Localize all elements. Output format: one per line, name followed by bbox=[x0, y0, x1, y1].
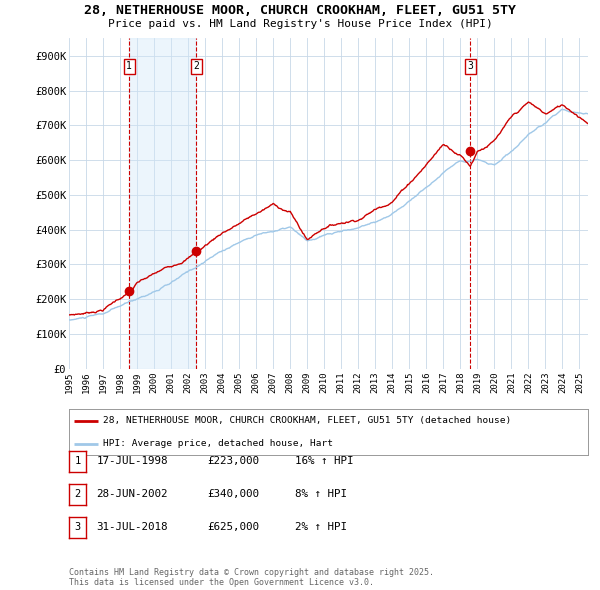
Text: 2% ↑ HPI: 2% ↑ HPI bbox=[295, 523, 347, 532]
Text: 16% ↑ HPI: 16% ↑ HPI bbox=[295, 457, 353, 466]
Text: 28-JUN-2002: 28-JUN-2002 bbox=[97, 490, 168, 499]
Text: 28, NETHERHOUSE MOOR, CHURCH CROOKHAM, FLEET, GU51 5TY: 28, NETHERHOUSE MOOR, CHURCH CROOKHAM, F… bbox=[84, 4, 516, 17]
Text: 1: 1 bbox=[127, 61, 132, 71]
Text: 31-JUL-2018: 31-JUL-2018 bbox=[97, 523, 168, 532]
Text: £625,000: £625,000 bbox=[208, 523, 260, 532]
Text: 28, NETHERHOUSE MOOR, CHURCH CROOKHAM, FLEET, GU51 5TY (detached house): 28, NETHERHOUSE MOOR, CHURCH CROOKHAM, F… bbox=[103, 417, 511, 425]
Bar bbox=[129, 38, 196, 369]
Text: 2: 2 bbox=[74, 490, 80, 499]
Text: 3: 3 bbox=[467, 61, 473, 71]
Text: £340,000: £340,000 bbox=[208, 490, 260, 499]
Text: £223,000: £223,000 bbox=[208, 457, 260, 466]
Text: Contains HM Land Registry data © Crown copyright and database right 2025.
This d: Contains HM Land Registry data © Crown c… bbox=[69, 568, 434, 587]
Text: 3: 3 bbox=[74, 523, 80, 532]
Text: Price paid vs. HM Land Registry's House Price Index (HPI): Price paid vs. HM Land Registry's House … bbox=[107, 19, 493, 29]
Text: 17-JUL-1998: 17-JUL-1998 bbox=[97, 457, 168, 466]
Text: 1: 1 bbox=[74, 457, 80, 466]
Text: 8% ↑ HPI: 8% ↑ HPI bbox=[295, 490, 347, 499]
Text: HPI: Average price, detached house, Hart: HPI: Average price, detached house, Hart bbox=[103, 440, 333, 448]
Text: 2: 2 bbox=[194, 61, 199, 71]
